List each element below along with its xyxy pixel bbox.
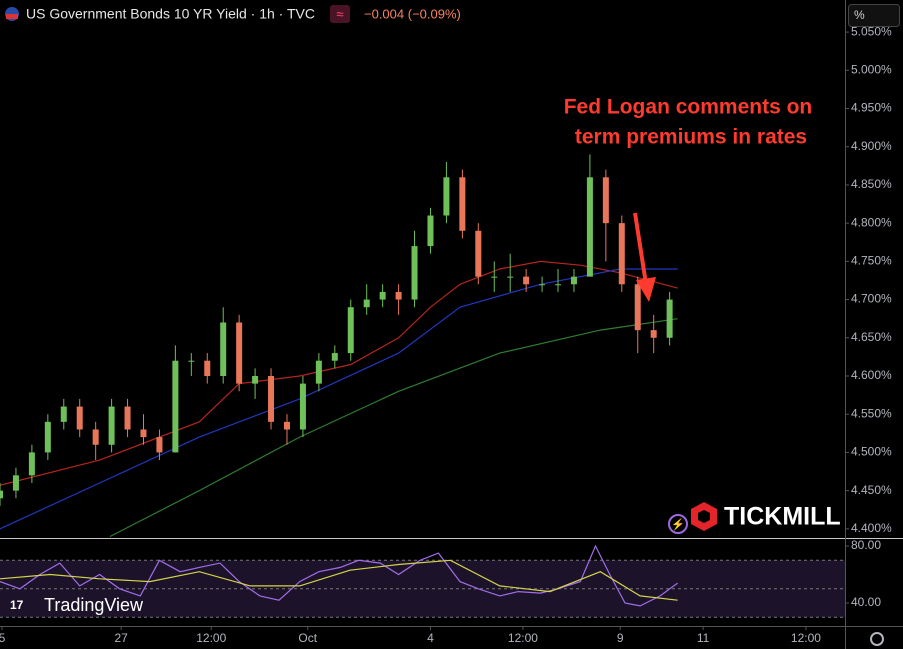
candle-body — [363, 299, 370, 308]
x-tick-label: 5 — [0, 631, 6, 645]
candle-body — [28, 452, 35, 476]
candle-body — [539, 284, 546, 286]
candle-body — [570, 276, 577, 285]
layers: 4.400% 4.450% 4.500% 4.550% 4.600% 4.650% 4.70… — [0, 24, 892, 645]
candle-body — [220, 322, 227, 376]
annotation: term premiums in rates — [575, 126, 807, 149]
y-tick-label: 4.400% — [851, 521, 892, 535]
x-tick-label: 11 — [697, 631, 710, 645]
y2-tick-label: 80.00 — [851, 538, 881, 552]
y-tick-label: 4.900% — [851, 139, 892, 153]
candle-body — [411, 246, 418, 300]
moving-average — [0, 268, 678, 530]
x-tick-label: Oct — [298, 631, 317, 645]
candle-body — [315, 360, 322, 384]
candle-body — [331, 353, 338, 361]
candle-body — [634, 284, 641, 331]
candle-body — [475, 230, 482, 277]
watermark: TradingView — [44, 595, 144, 615]
candle-body — [507, 276, 514, 278]
bolt-glyph: ⚡ — [671, 518, 685, 531]
annotation-arrowhead — [636, 277, 656, 302]
candle-body — [586, 177, 593, 277]
rsi-line — [0, 559, 678, 601]
y-tick-label: 4.950% — [851, 101, 892, 115]
price-pane — [0, 154, 678, 538]
flag-stripe — [6, 14, 18, 19]
moving-average — [109, 318, 678, 538]
candle-body — [252, 375, 259, 384]
candle-body — [650, 330, 657, 338]
candle-body — [395, 291, 402, 300]
candle-body — [0, 490, 3, 499]
x-tick-label: 9 — [617, 631, 624, 645]
x-tick-label: 12:00 — [508, 631, 538, 645]
y-tick-label: 4.850% — [851, 177, 892, 191]
scale-button[interactable] — [848, 4, 900, 27]
candle-body — [236, 322, 243, 384]
candle-body — [379, 291, 386, 300]
candle-body — [108, 406, 115, 445]
candle-body — [92, 429, 99, 445]
y-tick-label: 4.600% — [851, 368, 892, 382]
candle-body — [299, 383, 306, 430]
candle-body — [268, 375, 275, 422]
candle-body — [427, 215, 434, 247]
rsi-line — [0, 544, 678, 607]
candle-body — [555, 284, 562, 286]
candle-body — [491, 276, 498, 278]
indicator-icon: ≈ — [336, 6, 343, 21]
candle-body — [140, 429, 147, 438]
candle-body — [666, 299, 673, 338]
candle-body — [188, 360, 195, 362]
candle-body — [156, 437, 163, 453]
candle-body — [12, 475, 19, 491]
bolt-icon — [668, 514, 688, 534]
candle-body — [124, 406, 131, 430]
broker-logo-hole — [698, 510, 710, 523]
x-tick-label: 12:00 — [791, 631, 821, 645]
y-tick-label: 4.800% — [851, 215, 892, 229]
y-tick-label: 4.650% — [851, 330, 892, 344]
candle-body — [459, 177, 466, 231]
y-tick-label: 5.000% — [851, 62, 892, 76]
y-tick-label: 4.450% — [851, 483, 892, 497]
candle-body — [172, 360, 179, 453]
price-change: −0.004 (−0.09%) — [364, 6, 461, 21]
rsi-pane — [0, 544, 845, 618]
candle-body — [76, 406, 83, 430]
annotation: Fed Logan comments on — [564, 96, 813, 119]
y2-tick-label: 40.00 — [851, 595, 881, 609]
x-tick-label: 27 — [114, 631, 128, 645]
moving-average — [0, 260, 678, 486]
y-tick-label: 5.050% — [851, 24, 892, 38]
y-tick-label: 4.750% — [851, 254, 892, 268]
candle-body — [347, 307, 354, 354]
candle-body — [204, 360, 211, 376]
x-tick-label: 12:00 — [196, 631, 226, 645]
settings-icon[interactable] — [870, 632, 884, 646]
scale-mode[interactable]: % — [854, 8, 865, 22]
candle-body — [618, 223, 625, 285]
candle-body — [44, 421, 51, 453]
candle-body — [283, 421, 290, 430]
candle-body — [60, 406, 67, 422]
candle-body — [602, 177, 609, 224]
x-tick-label: 4 — [427, 631, 434, 645]
annotation-arrow — [633, 212, 648, 285]
indicator-badge — [330, 5, 350, 23]
y-tick-label: 4.550% — [851, 406, 892, 420]
broker-logo: TICKMILL — [724, 503, 841, 531]
watermark-icon: 17 — [10, 598, 24, 612]
y-tick-label: 4.500% — [851, 445, 892, 459]
candle-body — [443, 177, 450, 216]
y-tick-label: 4.700% — [851, 292, 892, 306]
candle-body — [523, 276, 530, 285]
chart-title: US Government Bonds 10 YR Yield · 1h · T… — [26, 6, 315, 22]
